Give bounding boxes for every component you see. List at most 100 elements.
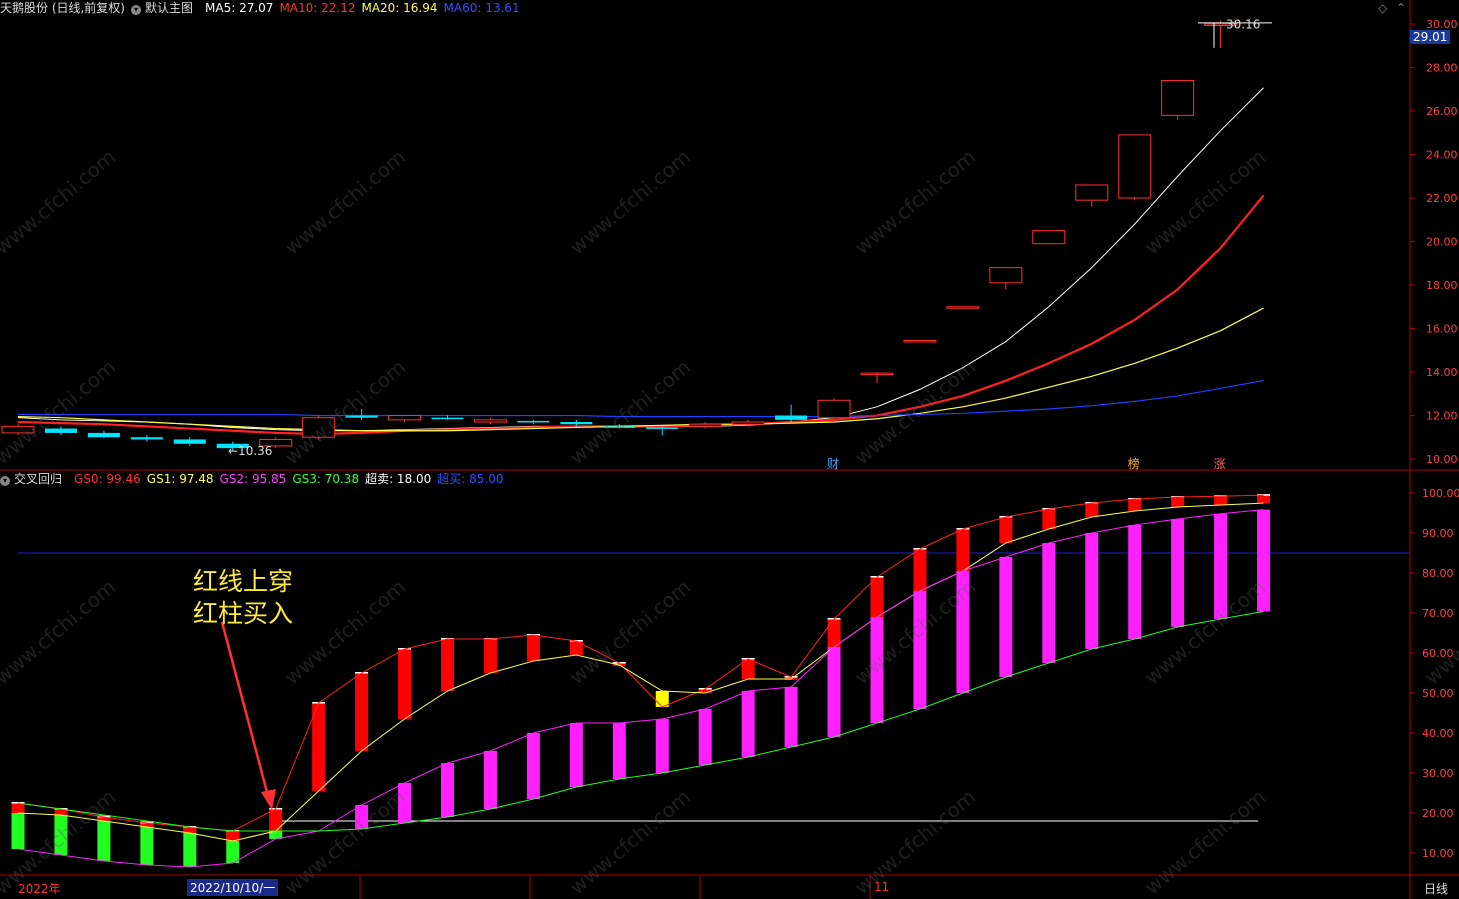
timeline-cursor-date[interactable]: 2022/10/10/一 <box>187 879 279 896</box>
gs0-label: GS0: 99.46 <box>74 472 141 486</box>
indicator-axis-tick-label: 40.00 <box>1422 727 1454 740</box>
indicator-line-gs2 <box>17 509 1264 868</box>
gs2-column <box>398 783 412 823</box>
buy-signal-annotation: 红线上穿 红柱买入 <box>193 567 294 628</box>
indicator-line-gs3 <box>17 610 1264 832</box>
period-selector[interactable]: 日线 <box>1424 882 1449 896</box>
price-axis-tick-label: 18.00 <box>1426 279 1458 292</box>
candle-body <box>688 423 722 427</box>
candle-body <box>731 421 765 425</box>
candle-body <box>259 438 293 447</box>
gs2-column <box>827 647 841 737</box>
gs0-column <box>913 549 927 591</box>
candle-body <box>388 415 422 421</box>
candle-body <box>1204 23 1238 26</box>
candle-body <box>216 443 249 449</box>
event-marker: 涨 <box>1214 456 1226 471</box>
gs1-label: GS1: 97.48 <box>146 472 214 486</box>
gs2-column <box>441 763 454 817</box>
gs0-column <box>226 831 240 841</box>
candle-body <box>946 306 980 309</box>
price-axis-tick-label: 30.00 <box>1426 18 1458 31</box>
candle-body <box>817 399 851 419</box>
candle-body <box>517 420 550 423</box>
gs0-cap <box>1257 494 1271 496</box>
indicator-axis-tick-label: 70.00 <box>1422 607 1454 620</box>
price-axis-tick-label: 26.00 <box>1426 105 1458 118</box>
gs2-column <box>741 691 755 757</box>
gs2-column <box>1214 513 1228 619</box>
candle-body <box>989 267 1023 284</box>
template-label: 默认主图 <box>145 1 194 15</box>
indicator-axis-tick-label: 80.00 <box>1422 567 1454 580</box>
gs2-column <box>913 591 927 709</box>
gs2-column <box>698 709 712 765</box>
gs0-column <box>183 827 197 833</box>
gs2-column <box>999 557 1013 677</box>
candle-body <box>903 339 937 343</box>
template-dropdown[interactable]: ▾ 默认主图 <box>131 0 199 16</box>
candle-body <box>1118 134 1152 199</box>
price-axis-tick-label: 28.00 <box>1426 62 1458 75</box>
price-axis-tick-label: 10.00 <box>1426 453 1458 466</box>
gs0-column <box>1085 503 1099 517</box>
chevron-down-icon: ▾ <box>0 476 10 486</box>
gs0-column <box>312 703 326 791</box>
candle-body <box>345 415 378 418</box>
indicator-axis-tick-label: 90.00 <box>1422 527 1454 540</box>
candle-body <box>87 432 120 438</box>
gs2-column <box>655 719 669 773</box>
indicator-axis-tick-label: 60.00 <box>1422 647 1454 660</box>
indicator-axis-tick-label: 10.00 <box>1422 847 1454 860</box>
gs0-column <box>956 529 970 571</box>
gs2-column <box>612 723 626 779</box>
indicator-panel-header: ▾ 交叉回归 GS0: 99.46 GS1: 97.48 GS2: 95.85 G… <box>0 471 510 487</box>
gs0-column <box>1128 499 1142 511</box>
diamond-icon[interactable]: ◇ <box>1378 1 1388 15</box>
gs0-column <box>398 649 412 719</box>
gs0-column <box>1042 509 1056 529</box>
event-marker: 榜 <box>1128 456 1140 471</box>
gs0-column <box>1214 496 1228 505</box>
candle-body <box>1075 184 1109 201</box>
gs2-column <box>784 687 798 747</box>
indicator-axis-tick-label: 100.00 <box>1422 487 1459 500</box>
candle-body <box>603 426 636 428</box>
price-axis-tick-label: 12.00 <box>1426 410 1458 423</box>
gs0-column <box>827 619 841 647</box>
annotation-arrow-shaft <box>220 621 270 797</box>
indicator-dropdown[interactable]: ▾ 交叉回归 <box>0 471 68 487</box>
annotation-arrow-head <box>261 789 276 810</box>
chevron-up-icon[interactable]: ⌃ <box>1396 1 1407 15</box>
gs2-column <box>1128 525 1142 639</box>
gs2-column <box>1085 533 1099 649</box>
timeline-year: 2022年 <box>18 882 61 896</box>
ma20-label: MA20: 16.94 <box>361 1 438 15</box>
gs0-column <box>269 809 283 831</box>
gs0-column <box>698 689 712 693</box>
gs2-column <box>483 751 497 809</box>
candle-body <box>775 415 808 420</box>
indicator-axis-tick-label: 30.00 <box>1422 767 1454 780</box>
gs2-column <box>870 617 884 723</box>
oversold-label: 超卖: 18.00 <box>365 472 432 486</box>
gs2-column <box>355 805 369 829</box>
candle-body <box>302 417 336 438</box>
price-low-label: ←10.36 <box>228 444 272 458</box>
price-axis-tick-label: 14.00 <box>1426 366 1458 379</box>
chevron-down-icon: ▾ <box>131 5 141 15</box>
candle-body <box>130 437 163 440</box>
gs3-column <box>140 821 154 865</box>
timeline-month: 11 <box>874 880 890 894</box>
gs2-column <box>1171 519 1185 627</box>
price-high-label: 30.16 <box>1226 17 1260 31</box>
event-marker: 财 <box>827 457 839 471</box>
gs2-column <box>569 723 583 787</box>
indicator-line-gs1 <box>17 502 1264 842</box>
stock-name[interactable]: 天鹅股份 (日线,前复权) <box>0 1 125 15</box>
ma10-label: MA10: 22.12 <box>279 1 356 15</box>
gs0-column <box>483 639 497 673</box>
gs2-column <box>956 571 970 693</box>
gs3-column <box>54 809 68 855</box>
